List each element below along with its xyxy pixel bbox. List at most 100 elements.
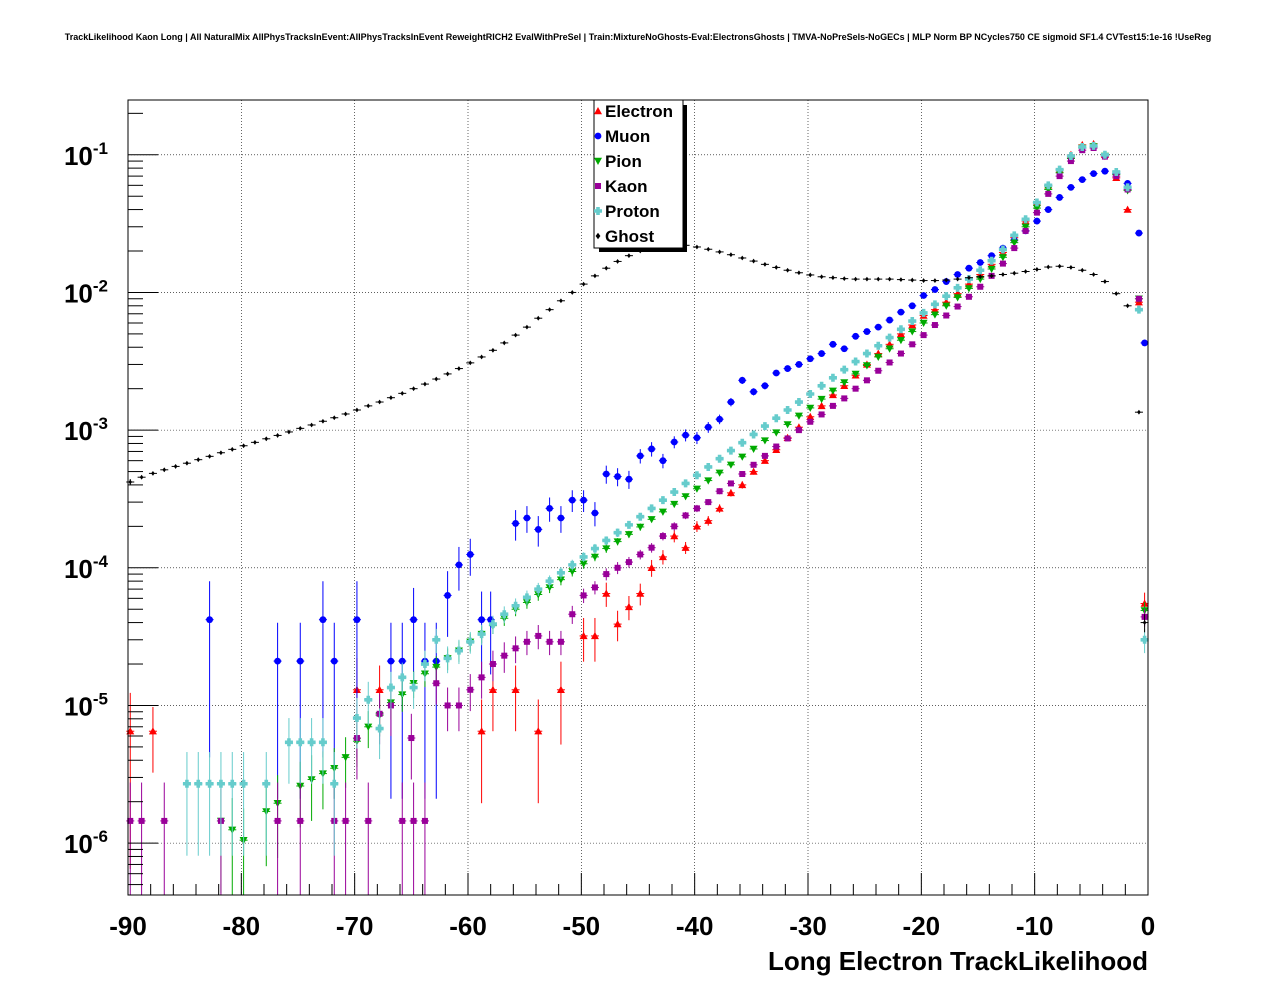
- muon-point: [886, 316, 893, 324]
- muon-point: [727, 398, 735, 406]
- muon-point: [466, 551, 474, 558]
- muon-point: [636, 452, 644, 460]
- proton-point: [1032, 198, 1041, 207]
- y-tick-label: 10-5: [64, 689, 108, 721]
- pion-point: [772, 429, 781, 437]
- proton-point: [749, 430, 758, 439]
- proton-point: [885, 333, 894, 342]
- kaon-point: [512, 645, 519, 652]
- proton-point: [590, 544, 599, 553]
- ghost-point: [173, 464, 178, 469]
- ghost-point: [955, 276, 960, 282]
- electron-point: [817, 401, 826, 410]
- proton-point: [522, 593, 531, 602]
- electron-point: [534, 727, 543, 735]
- kaon-point: [886, 359, 893, 366]
- muon-point: [693, 434, 701, 442]
- pion-point: [862, 362, 871, 370]
- proton-point: [1100, 150, 1109, 159]
- electron-point: [613, 620, 622, 628]
- pion-point: [726, 461, 735, 469]
- ghost-point: [525, 324, 529, 330]
- electron-point: [704, 516, 713, 524]
- ghost-point: [876, 276, 881, 282]
- kaon-point: [625, 559, 632, 566]
- muon-point: [546, 505, 553, 512]
- ghost-point: [593, 273, 597, 279]
- kaon-point: [408, 735, 415, 742]
- kaon-point: [1033, 209, 1040, 216]
- pion-point: [998, 254, 1007, 262]
- pion-point: [341, 754, 350, 762]
- ghost-point: [502, 340, 507, 346]
- kaon-point: [1011, 245, 1018, 252]
- ghost-point: [207, 453, 212, 459]
- proton-point: [579, 552, 588, 561]
- y-tick-base: 10: [64, 278, 93, 308]
- pion-point: [715, 469, 724, 477]
- pion-point: [624, 531, 633, 539]
- x-tick-label: -50: [563, 911, 601, 941]
- proton-point: [602, 536, 611, 545]
- kaon-point: [739, 471, 746, 478]
- kaon-point: [478, 674, 485, 681]
- kaon-point: [841, 395, 848, 402]
- muon-point: [1067, 183, 1075, 191]
- ghost-point: [604, 265, 609, 271]
- kaon-point: [399, 817, 406, 824]
- muon-point: [1135, 229, 1143, 237]
- proton-point: [874, 341, 883, 350]
- muon-point: [512, 520, 519, 527]
- x-tick-label: 0: [1141, 911, 1155, 941]
- y-tick-label: 10-4: [64, 552, 109, 584]
- ghost-point: [1114, 291, 1119, 297]
- y-tick-base: 10: [64, 829, 93, 859]
- kaon-point: [421, 817, 428, 824]
- electron-point: [636, 589, 645, 597]
- proton-point: [545, 577, 554, 586]
- kaon-point: [727, 480, 734, 487]
- pion-point: [432, 663, 441, 672]
- muon-point: [965, 264, 973, 272]
- kaon-point: [501, 652, 508, 659]
- ghost-point: [1142, 620, 1147, 625]
- muon-point: [614, 473, 621, 480]
- proton-point: [647, 504, 656, 513]
- proton-point: [375, 724, 384, 733]
- ghost-point: [978, 274, 983, 280]
- ghost-point: [819, 274, 824, 280]
- y-tick-exponent: -5: [93, 689, 108, 708]
- muon-point: [761, 382, 769, 390]
- ghost-point: [797, 270, 801, 276]
- ghost-point: [1091, 272, 1096, 277]
- pion-point: [692, 485, 701, 493]
- electron-point: [760, 456, 769, 464]
- muon-point: [1090, 170, 1097, 178]
- ghost-point: [559, 298, 563, 304]
- ghost-point: [706, 246, 711, 252]
- kaon-point: [433, 680, 440, 687]
- proton-point: [284, 738, 293, 747]
- kaon-point: [943, 312, 950, 319]
- pion-point: [658, 508, 667, 516]
- ghost-point: [865, 276, 869, 282]
- kaon-point: [852, 385, 859, 392]
- ghost-point: [434, 376, 439, 382]
- ghost-point: [729, 252, 733, 258]
- muon-point: [602, 470, 610, 478]
- muon-point: [568, 496, 576, 504]
- x-tick-labels: -90 -80 -70 -60 -50 -40 -30 -20 -10 0: [109, 911, 1155, 941]
- proton-point: [806, 389, 815, 398]
- electron-point: [556, 685, 565, 693]
- ghost-point: [717, 249, 722, 255]
- muon-point: [931, 286, 939, 293]
- legend-label-electron: Electron: [605, 102, 673, 121]
- y-tick-base: 10: [64, 554, 93, 584]
- ghost-point: [1137, 409, 1141, 415]
- electron-point: [692, 522, 701, 530]
- proton-point: [681, 479, 690, 488]
- muon-point: [274, 657, 281, 665]
- muon-point: [387, 657, 395, 665]
- proton-point: [216, 779, 225, 788]
- ghost-point: [615, 259, 620, 264]
